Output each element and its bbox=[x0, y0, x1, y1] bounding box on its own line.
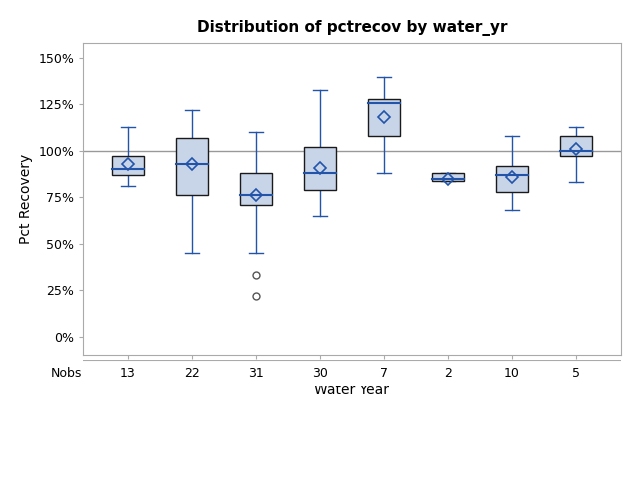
Text: 22: 22 bbox=[184, 367, 200, 380]
Text: 5: 5 bbox=[572, 367, 580, 380]
Bar bbox=[368, 99, 400, 136]
Text: Nobs: Nobs bbox=[51, 367, 82, 380]
Text: 7: 7 bbox=[380, 367, 388, 380]
Bar bbox=[112, 156, 144, 175]
X-axis label: Water Year: Water Year bbox=[314, 383, 390, 397]
Bar bbox=[432, 173, 464, 180]
Text: 30: 30 bbox=[312, 367, 328, 380]
Text: 13: 13 bbox=[120, 367, 136, 380]
Bar bbox=[240, 173, 272, 205]
Bar bbox=[560, 136, 592, 156]
Bar bbox=[496, 166, 528, 192]
Text: 2: 2 bbox=[444, 367, 452, 380]
Text: 31: 31 bbox=[248, 367, 264, 380]
Text: 10: 10 bbox=[504, 367, 520, 380]
Y-axis label: Pct Recovery: Pct Recovery bbox=[19, 154, 33, 244]
Title: Distribution of pctrecov by water_yr: Distribution of pctrecov by water_yr bbox=[196, 20, 508, 36]
Bar bbox=[176, 138, 208, 195]
Bar bbox=[304, 147, 336, 190]
